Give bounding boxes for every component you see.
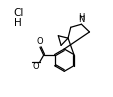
Text: H: H bbox=[78, 13, 84, 22]
Text: N: N bbox=[78, 15, 84, 24]
Text: H: H bbox=[14, 18, 21, 28]
Text: O: O bbox=[36, 37, 43, 46]
Text: O: O bbox=[32, 62, 39, 71]
Text: Cl: Cl bbox=[14, 8, 24, 18]
